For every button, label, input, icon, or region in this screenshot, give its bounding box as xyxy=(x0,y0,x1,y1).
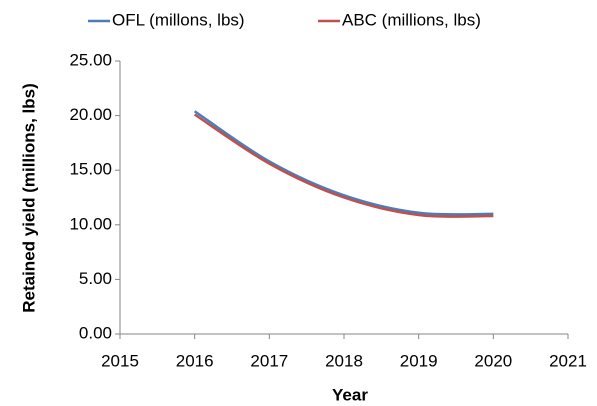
series-line xyxy=(193,113,494,218)
x-tick-label: 2019 xyxy=(400,351,438,370)
legend-label: ABC (millions, lbs) xyxy=(342,10,481,29)
x-tick-label: 2015 xyxy=(101,351,139,370)
legend-label: OFL (millons, lbs) xyxy=(112,10,245,29)
series-line xyxy=(193,110,494,216)
x-tick-label: 2021 xyxy=(549,351,587,370)
x-tick-label: 2016 xyxy=(176,351,214,370)
y-tick-label: 25.00 xyxy=(69,50,112,69)
y-tick-label: 5.00 xyxy=(79,269,112,288)
x-tick-label: 2018 xyxy=(325,351,363,370)
y-tick-label: 10.00 xyxy=(69,214,112,233)
y-tick-label: 0.00 xyxy=(79,323,112,342)
x-tick-label: 2020 xyxy=(474,351,512,370)
x-axis-title: Year xyxy=(332,385,368,404)
y-tick-label: 20.00 xyxy=(69,105,112,124)
x-tick-label: 2017 xyxy=(250,351,288,370)
y-tick-label: 15.00 xyxy=(69,160,112,179)
y-axis-title: Retained yield (millions, lbs) xyxy=(19,83,38,313)
